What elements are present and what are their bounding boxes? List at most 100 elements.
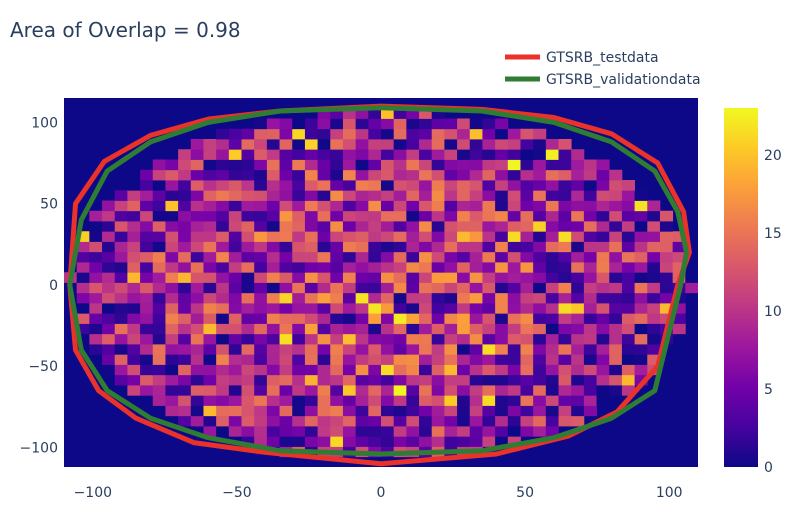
heatmap-cell (292, 333, 306, 345)
heatmap-cell (469, 221, 483, 232)
heatmap-cell (330, 108, 344, 119)
heatmap-cell (545, 221, 559, 232)
heatmap-cell (178, 272, 192, 283)
heatmap-cell (342, 272, 357, 283)
heatmap-cell (368, 159, 382, 171)
heatmap-cell (457, 241, 471, 253)
heatmap-cell (342, 262, 357, 273)
heatmap-cell (393, 241, 407, 253)
heatmap-cell (621, 364, 635, 376)
heatmap-cell (431, 180, 445, 191)
heatmap-cell (558, 139, 572, 150)
heatmap-cell (368, 262, 382, 273)
heatmap-cell (342, 108, 357, 119)
heatmap-cell (304, 180, 318, 191)
heatmap-cell (228, 385, 242, 396)
heatmap-cell (469, 272, 483, 283)
heatmap-cell (583, 169, 597, 181)
heatmap-cell (596, 313, 610, 324)
heatmap-cell (381, 241, 395, 253)
heatmap-cell (140, 231, 154, 242)
heatmap-cell (507, 272, 521, 283)
heatmap-cell (317, 180, 331, 191)
heatmap-cell (482, 251, 496, 263)
heatmap-cell (596, 323, 610, 335)
heatmap-cell (102, 344, 116, 355)
heatmap-cell (621, 344, 635, 355)
legend-item-GTSRB_testdata[interactable]: GTSRB_testdata (505, 50, 659, 66)
heatmap-cell (127, 354, 141, 365)
heatmap-cell (152, 344, 166, 355)
legend-item-GTSRB_validationdata[interactable]: GTSRB_validationdata (505, 72, 701, 88)
heatmap-cell (419, 344, 433, 355)
heatmap-cell (279, 159, 293, 171)
heatmap-cell (241, 210, 255, 222)
heatmap-cell (241, 128, 255, 140)
heatmap-cell (216, 210, 230, 222)
heatmap-cell (317, 323, 331, 335)
heatmap-cell (596, 262, 610, 273)
heatmap-cell (533, 272, 547, 283)
heatmap-cell (583, 313, 597, 324)
heatmap-cell (216, 415, 230, 427)
heatmap-cell (228, 415, 242, 427)
heatmap-cell (647, 313, 661, 324)
heatmap-cell (444, 169, 458, 181)
heatmap-cell (241, 405, 255, 417)
heatmap-cell (304, 282, 318, 294)
heatmap-cell (279, 333, 293, 345)
heatmap-cell (419, 251, 433, 263)
heatmap-cell (419, 149, 433, 160)
heatmap-cell (355, 282, 369, 294)
heatmap-cell (583, 303, 597, 314)
heatmap-cell (659, 272, 674, 283)
heatmap-cell (571, 272, 585, 283)
heatmap-cell (89, 262, 103, 273)
heatmap-cell (152, 180, 166, 191)
heatmap-cell (279, 200, 293, 212)
heatmap-cell (634, 282, 648, 294)
heatmap-cell (571, 292, 585, 304)
heatmap-cell (507, 313, 521, 324)
heatmap-cell (241, 200, 255, 212)
heatmap-cell (254, 323, 268, 335)
heatmap-cell (393, 313, 407, 324)
heatmap-cell (469, 251, 483, 263)
heatmap-cell (381, 415, 395, 427)
heatmap-cell (583, 200, 597, 212)
heatmap-cell (266, 180, 280, 191)
heatmap-cell (140, 282, 154, 294)
heatmap-cell (165, 210, 179, 222)
heatmap-cell (279, 426, 293, 437)
heatmap-cell (165, 364, 179, 376)
heatmap-cell (368, 292, 382, 304)
heatmap-cell (596, 241, 610, 253)
heatmap-cell (444, 251, 458, 263)
heatmap-cell (609, 210, 623, 222)
heatmap-cell (482, 128, 496, 140)
heatmap-cell (216, 282, 230, 294)
heatmap-cell (114, 344, 128, 355)
x-tick-label: 0 (377, 485, 386, 501)
heatmap-cell (127, 241, 141, 253)
heatmap-cell (241, 180, 255, 191)
legend[interactable]: GTSRB_testdata GTSRB_validationdata (505, 50, 701, 88)
heatmap-cell (178, 262, 192, 273)
heatmap-cell (216, 149, 230, 160)
heatmap-cell (545, 149, 559, 160)
heatmap-cell (355, 149, 369, 160)
heatmap-cell (228, 333, 242, 345)
heatmap-cell (419, 210, 433, 222)
heatmap-cell (140, 200, 154, 212)
heatmap-cell (419, 262, 433, 273)
heatmap-cell (292, 180, 306, 191)
heatmap-cell (431, 241, 445, 253)
heatmap-cell (495, 200, 509, 212)
heatmap-cell (431, 190, 445, 201)
heatmap-cell (254, 118, 268, 130)
heatmap-cell (507, 415, 521, 427)
heatmap-cell (228, 149, 242, 160)
heatmap-cell (482, 436, 496, 447)
heatmap-cell (317, 231, 331, 242)
heatmap-cell (621, 323, 635, 335)
